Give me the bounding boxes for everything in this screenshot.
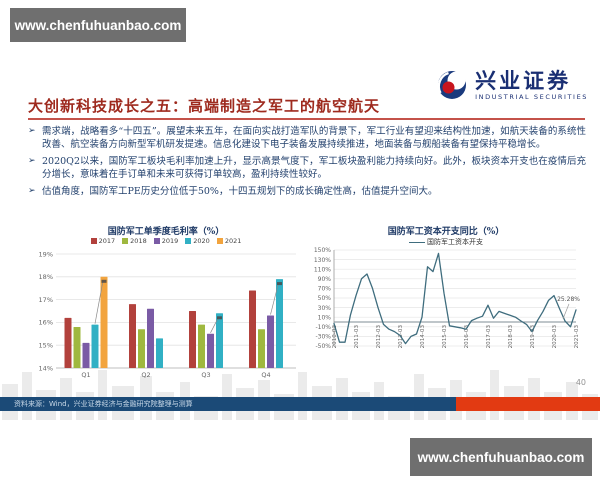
svg-text:15%: 15% [39,342,53,350]
bullet-text: 估值角度，国防军工PE历史分位低于50%，十四五规划下的成长确定性高，估值提升空… [42,185,438,197]
watermark-badge-top: www.chenfuhuanbao.com [10,8,186,42]
svg-text:2012-03: 2012-03 [376,325,382,349]
footer-bar-red [456,397,600,411]
watermark-badge-bottom: www.chenfuhuanbao.com [410,438,592,476]
title-underline [28,118,585,120]
svg-text:2015-03: 2015-03 [442,325,448,349]
svg-text:2010-03: 2010-03 [332,325,338,349]
legend-item-2018: 2018 [122,237,147,245]
bullet-item: ➢ 估值角度，国防军工PE历史分位低于50%，十四五规划下的成长确定性高，估值提… [28,185,586,198]
page-title: 大创新科技成长之五：高端制造之军工的航空航天 [28,97,381,115]
svg-text:25.28%: 25.28% [557,296,580,303]
svg-text:2019-03: 2019-03 [530,325,536,349]
bullet-arrow-icon: ➢ [28,126,36,136]
logo-subtitle: INDUSTRIAL SECURITIES [475,92,588,101]
legend-swatch-icon [90,238,97,244]
svg-text:17%: 17% [39,296,53,304]
company-logo: 兴业证券 INDUSTRIAL SECURITIES [435,68,588,102]
svg-text:110%: 110% [314,266,331,273]
svg-text:-50%: -50% [315,343,331,350]
svg-text:70%: 70% [318,286,332,293]
svg-text:90%: 90% [318,276,332,283]
legend-swatch-icon [122,238,129,244]
svg-text:-10%: -10% [315,324,331,331]
industrial-securities-swirl-icon [437,71,467,99]
svg-text:130%: 130% [314,257,331,264]
legend-swatch-icon [153,238,160,244]
svg-text:50%: 50% [318,295,332,302]
svg-text:18%: 18% [39,273,53,281]
svg-text:Q1: Q1 [81,371,90,379]
bullet-arrow-icon: ➢ [28,155,36,166]
logo-name: 兴业证券 [475,67,572,93]
svg-text:2018-03: 2018-03 [508,325,514,349]
svg-text:Q2: Q2 [141,371,150,379]
bullet-item: ➢ 2020Q2以来，国防军工板块毛利率加速上升，显示高景气度下，军工板块盈利能… [28,155,586,182]
svg-text:10%: 10% [318,314,332,321]
legend-item-2020: 2020 [185,237,210,245]
svg-text:Q4: Q4 [261,371,270,379]
svg-text:-30%: -30% [315,334,331,341]
svg-text:16%: 16% [39,319,53,327]
source-note: 资料来源：Wind，兴业证券经济与金融研究院整理与测算 [14,400,193,408]
svg-text:30%: 30% [318,305,332,312]
legend-line-icon [409,241,425,243]
svg-text:19%: 19% [39,250,53,258]
legend-item-2019: 2019 [153,237,178,245]
capex-yoy-chart-legend: 国防军工资本开支 [304,237,588,247]
bullet-text: 2020Q2以来，国防军工板块毛利率加速上升，显示高景气度下，军工板块盈利能力持… [42,155,586,181]
svg-text:2014-03: 2014-03 [420,325,426,349]
svg-text:Q3: Q3 [201,371,210,379]
gross-margin-chart-title: 国防军工单季度毛利率（%） [107,227,225,237]
capex-yoy-chart-title: 国防军工资本开支同比（%） [387,227,505,237]
legend-swatch-icon [185,238,192,244]
legend-item-capex: 国防军工资本开支 [409,237,483,247]
capex-yoy-line-chart: -50% -30% -10% 10% 30% 50% 70% 90% 110% 130% 150% 2… [314,247,580,350]
bullet-item: ➢ 需求端，战略看多“十四五”。展望未来五年，在面向实战打造军队的背景下，军工行… [28,125,586,152]
bullet-list: ➢ 需求端，战略看多“十四五”。展望未来五年，在面向实战打造军队的背景下，军工行… [28,125,586,201]
gross-margin-bar-chart: 14% 15% 16% 17% 18% 19% Q1 Q2 Q3 Q4 [39,250,296,379]
svg-text:14%: 14% [39,364,53,372]
footer-bar-navy: 资料来源：Wind，兴业证券经济与金融研究院整理与测算 [0,397,456,411]
svg-text:2011-03: 2011-03 [354,325,360,349]
footer-bar: 资料来源：Wind，兴业证券经济与金融研究院整理与测算 [0,397,600,411]
legend-item-2017: 2017 [90,237,115,245]
svg-text:2017-03: 2017-03 [486,325,492,349]
bullet-arrow-icon: ➢ [28,185,36,196]
legend-item-2021: 2021 [216,237,241,245]
gross-margin-chart-legend: 2017 2018 2019 2020 2021 [30,237,302,245]
page-number: 40 [575,378,586,387]
svg-text:150%: 150% [314,247,331,254]
svg-text:2020-03: 2020-03 [552,325,558,349]
svg-text:2016-03: 2016-03 [464,325,470,349]
bullet-text: 需求端，战略看多“十四五”。展望未来五年，在面向实战打造军队的背景下，军工行业有… [42,126,586,151]
svg-text:2021-03: 2021-03 [574,325,580,349]
legend-swatch-icon [216,238,223,244]
